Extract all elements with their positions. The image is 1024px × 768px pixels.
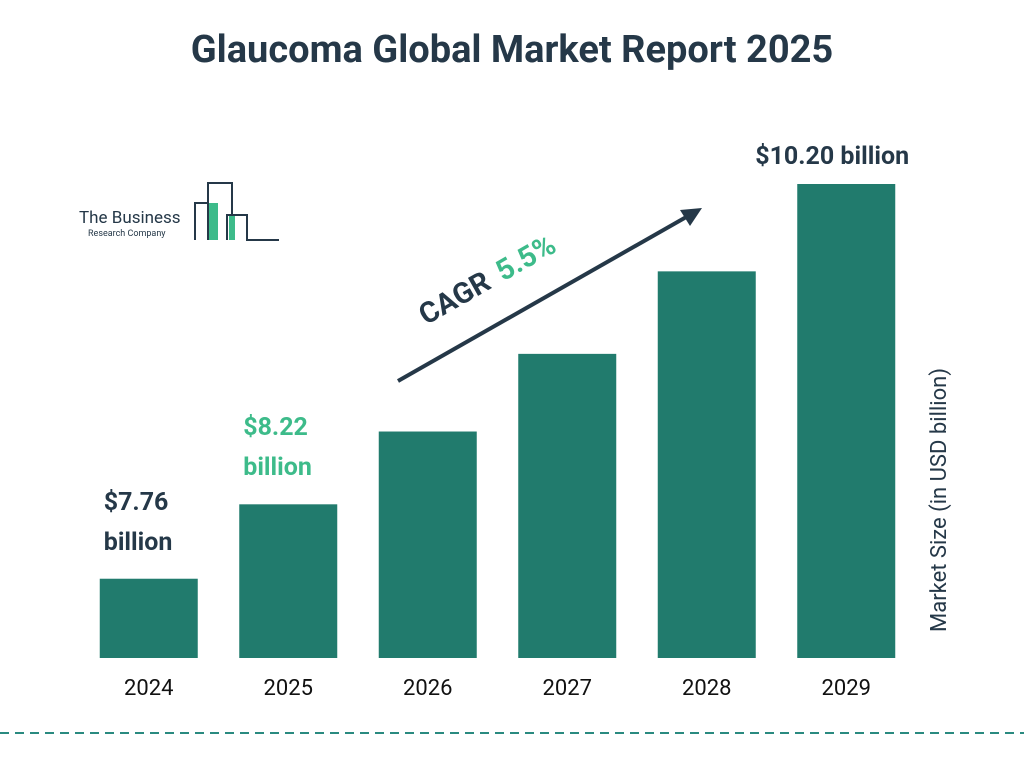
cagr-annotation: CAGR5.5% (413, 228, 562, 332)
cagr-arrowhead (680, 208, 702, 226)
logo-line2: Research Company (88, 229, 166, 239)
x-tick-label: 2025 (264, 676, 313, 701)
bar (518, 353, 617, 658)
bar (99, 578, 198, 658)
cagr-arrow (397, 214, 689, 383)
bar (797, 184, 896, 658)
chart-title: Glaucoma Global Market Report 2025 (190, 28, 834, 72)
x-tick-label: 2026 (403, 676, 452, 701)
bar (378, 431, 477, 658)
bar (657, 271, 756, 658)
cagr-value: 5.5% (490, 228, 562, 289)
value-label: $8.22 billion (243, 413, 312, 483)
cagr-label: CAGR (413, 265, 496, 332)
bar (239, 504, 338, 658)
value-label: $10.20 billion (755, 142, 910, 171)
x-tick-label: 2024 (124, 676, 173, 701)
x-tick-label: 2029 (822, 676, 871, 701)
x-tick-label: 2028 (682, 676, 731, 701)
logo-line1: The Business (79, 208, 181, 228)
y-axis-label: Market Size (in USD billion) (927, 368, 952, 632)
logo: The Business Research Company (79, 182, 279, 241)
value-label: $7.76 billion (103, 487, 173, 557)
x-tick-label: 2027 (543, 676, 592, 701)
